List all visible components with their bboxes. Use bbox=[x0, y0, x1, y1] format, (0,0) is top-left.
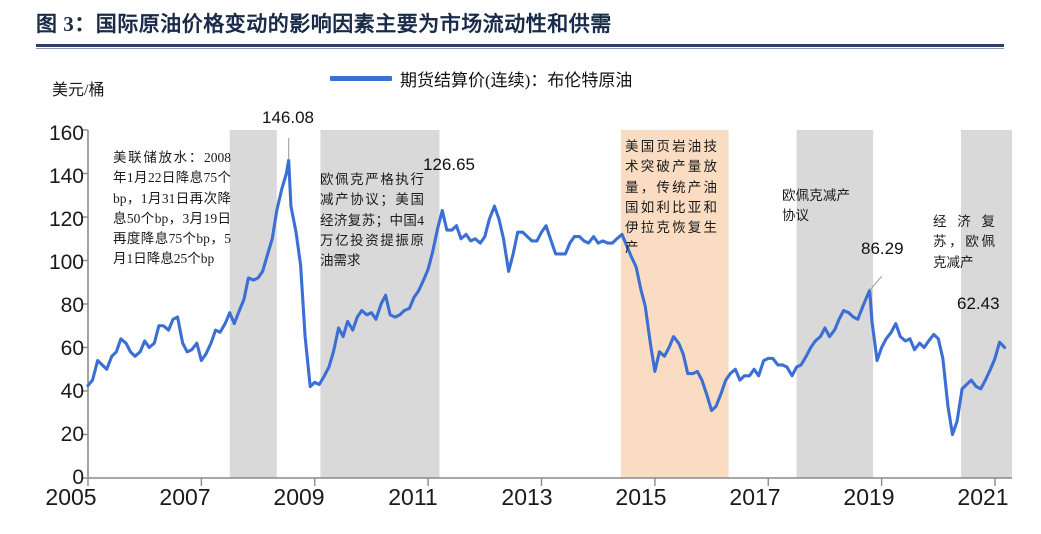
y-tick-160: 160 bbox=[48, 122, 84, 145]
figure-title: 图 3：国际原油价格变动的影响因素主要为市场流动性和供需 bbox=[36, 12, 612, 36]
x-tick-2015: 2015 bbox=[615, 484, 667, 510]
y-tick-0: 0 bbox=[72, 466, 84, 489]
annotation-fed-liquidity: 美联储放水：2008年1月22日降息75个bp，1月31日再次降息50个bp，3… bbox=[113, 150, 231, 267]
annotation-recovery-opec: 经济复苏，欧佩克减产 bbox=[933, 214, 995, 270]
legend-swatch-brent bbox=[330, 76, 392, 81]
x-tick-2013: 2013 bbox=[501, 484, 553, 510]
shaded-band-4 bbox=[960, 130, 1012, 478]
y-tick-40: 40 bbox=[60, 380, 84, 403]
x-tick-2021: 2021 bbox=[957, 484, 1009, 510]
chart-legend: 期货结算价(连续)：布伦特原油 bbox=[330, 66, 632, 91]
title-divider bbox=[36, 44, 1004, 47]
x-tick-2017: 2017 bbox=[729, 484, 781, 510]
shaded-band-3 bbox=[796, 130, 874, 478]
legend-label-brent: 期货结算价(连续)：布伦特原油 bbox=[400, 71, 633, 90]
shaded-band-0 bbox=[229, 130, 277, 478]
point-label-126: 126.65 bbox=[423, 155, 475, 174]
leader-line-86 bbox=[869, 275, 883, 291]
y-tick-100: 100 bbox=[48, 251, 84, 274]
point-label-62: 62.43 bbox=[957, 294, 1000, 313]
y-axis-unit-label: 美元/桶 bbox=[52, 82, 105, 99]
shaded-band-2 bbox=[620, 130, 729, 478]
annotation-shale-oil: 美国页岩油技术突破产量放量，传统产油国如利比亚和伊拉克恢复生产 bbox=[625, 139, 717, 256]
figure-title-bar: 图 3：国际原油价格变动的影响因素主要为市场流动性和供需 bbox=[0, 0, 1041, 49]
y-tick-140: 140 bbox=[48, 165, 84, 188]
x-tick-2011: 2011 bbox=[388, 484, 438, 510]
annotation-opec-agreement: 欧佩克减产协议 bbox=[782, 188, 850, 224]
annotation-opec-cuts-2009: 欧佩克严格执行减产协议；美国经济复苏；中国4万亿投资提振原油需求 bbox=[320, 172, 424, 268]
y-tick-120: 120 bbox=[48, 208, 84, 231]
x-tick-2007: 2007 bbox=[159, 484, 211, 510]
series-line-0 bbox=[86, 158, 1007, 437]
point-label-146: 146.08 bbox=[262, 108, 314, 127]
y-tick-80: 80 bbox=[60, 294, 84, 317]
x-tick-2005: 2005 bbox=[45, 484, 97, 510]
x-tick-2009: 2009 bbox=[273, 484, 325, 510]
y-tick-60: 60 bbox=[60, 337, 84, 360]
point-label-86: 86.29 bbox=[861, 239, 904, 258]
x-tick-2019: 2019 bbox=[843, 484, 895, 510]
title-divider-thin bbox=[36, 48, 1004, 49]
y-tick-20: 20 bbox=[60, 423, 84, 446]
